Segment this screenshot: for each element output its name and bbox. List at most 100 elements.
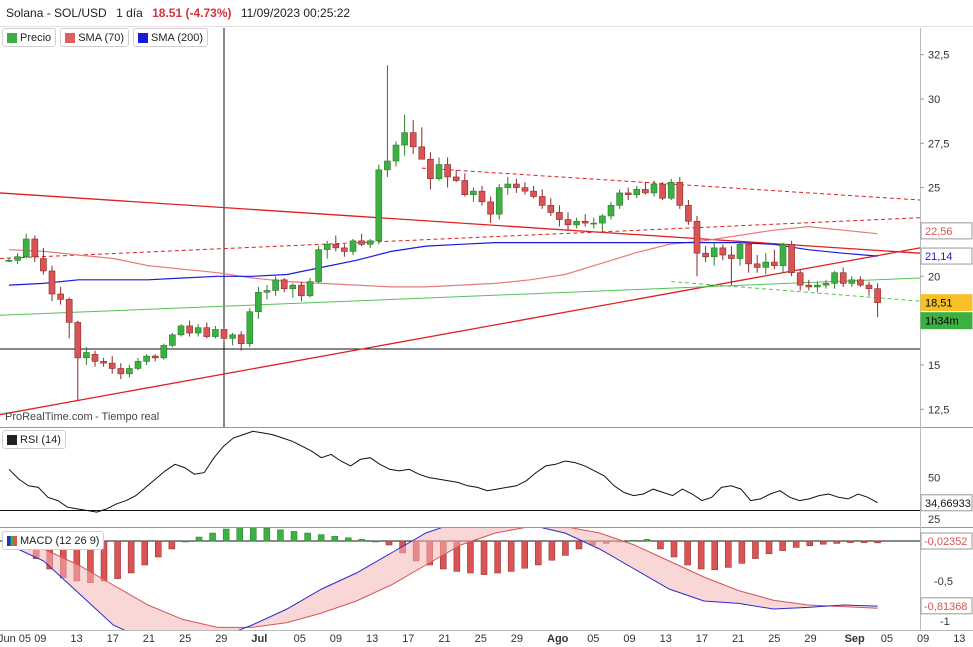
candle <box>478 190 486 203</box>
rsi-label[interactable]: RSI (14) <box>2 430 66 449</box>
candle <box>702 252 709 258</box>
candle <box>728 254 735 259</box>
macd-signal-tag: -0,81368 <box>924 601 967 613</box>
candle <box>349 240 357 252</box>
x-tick-label: Jun 05 <box>0 633 31 645</box>
macd-value-tag: -0,02352 <box>924 536 967 548</box>
macd-bar <box>697 540 705 570</box>
macd-bar <box>236 528 243 542</box>
macd-bar <box>670 540 678 558</box>
candle <box>452 176 460 181</box>
macd-bar <box>168 540 176 550</box>
rsi-swatch-icon <box>7 434 17 445</box>
candle <box>177 325 185 336</box>
candle <box>848 279 856 284</box>
macd-bar <box>494 540 501 574</box>
legend-item-price[interactable]: Precio <box>2 28 57 47</box>
x-tick-label: 21 <box>143 633 155 645</box>
candle <box>409 132 417 148</box>
candle <box>839 272 847 284</box>
watermark-brand: ProRealTime.com <box>5 411 93 423</box>
candle <box>306 281 314 297</box>
macd-bar <box>507 540 515 572</box>
x-tick-label: 29 <box>511 633 523 645</box>
candle <box>564 219 572 226</box>
x-tick-label: 25 <box>475 633 487 645</box>
macd-bar <box>792 540 800 548</box>
candle <box>5 260 13 262</box>
candle <box>83 352 90 359</box>
candle <box>151 355 159 359</box>
legend-item-sma200[interactable]: SMA (200) <box>133 28 209 47</box>
x-tick-label: Jul <box>251 633 267 645</box>
rsi-tick-label: 50 <box>928 473 940 485</box>
sma70-swatch-icon <box>65 32 76 43</box>
x-tick-label: 17 <box>107 633 119 645</box>
rsi-label-text: RSI (14) <box>20 433 61 446</box>
x-tick-label: 13 <box>70 633 82 645</box>
macd-cloud <box>9 528 878 630</box>
candle <box>22 238 30 258</box>
candle <box>108 362 116 369</box>
candle <box>771 261 778 266</box>
macd-bar <box>141 540 148 566</box>
sma200-tag-bg <box>920 247 973 265</box>
candle <box>384 160 391 171</box>
candle <box>521 187 529 192</box>
candle <box>375 169 383 242</box>
macd-tick-label: -0,5 <box>934 576 953 588</box>
price-swatch-icon <box>7 32 17 43</box>
candle <box>298 284 305 297</box>
macd-bar <box>711 540 718 571</box>
x-tick-label: 25 <box>179 633 191 645</box>
candle <box>693 220 701 254</box>
candle <box>685 205 692 222</box>
macd-bar <box>630 539 637 542</box>
rsi-plot <box>0 430 920 513</box>
candle <box>753 263 761 268</box>
y-tick-label: 15 <box>928 360 940 372</box>
y-tick-label: 27,5 <box>928 138 949 150</box>
macd-bar <box>535 540 542 566</box>
x-tick-label: 05 <box>587 633 599 645</box>
macd-bar <box>874 540 881 544</box>
macd-bar <box>182 540 189 543</box>
x-tick-label: 29 <box>804 633 816 645</box>
macd-bar <box>684 540 691 566</box>
candle <box>736 244 744 259</box>
macd-bar <box>480 540 488 575</box>
candle <box>530 190 537 197</box>
candle <box>358 240 365 245</box>
y-tick-label: 20 <box>928 271 940 283</box>
macd-bar <box>263 528 271 542</box>
candle <box>169 334 176 346</box>
rsi-value-tag-bg <box>920 494 973 512</box>
timeframe-label[interactable]: 1 día <box>116 6 143 20</box>
x-tick-label: Sep <box>845 633 865 645</box>
candle <box>203 327 211 337</box>
macd-label[interactable]: MACD (12 26 9) <box>2 531 105 550</box>
candle <box>504 183 512 188</box>
macd-bar <box>657 540 664 550</box>
candle <box>435 164 443 180</box>
legend-item-sma70[interactable]: SMA (70) <box>60 28 130 47</box>
last-price-tag: 18,51 <box>925 298 953 310</box>
macd-bar <box>385 540 393 546</box>
x-tick-label: 09 <box>917 633 929 645</box>
sma200-swatch-icon <box>138 32 149 43</box>
candle <box>366 240 374 245</box>
price-plot <box>0 28 920 427</box>
candle <box>289 284 297 289</box>
trend-line-green <box>0 277 920 316</box>
candle <box>229 334 236 339</box>
symbol-label: Solana - SOL/USD <box>6 6 107 20</box>
candle <box>212 329 219 337</box>
candle <box>220 329 228 339</box>
price-panel <box>0 28 920 427</box>
sma70-tag: 22,56 <box>925 226 953 238</box>
candle <box>719 247 727 256</box>
candle <box>246 311 254 344</box>
macd-bar <box>820 540 827 545</box>
